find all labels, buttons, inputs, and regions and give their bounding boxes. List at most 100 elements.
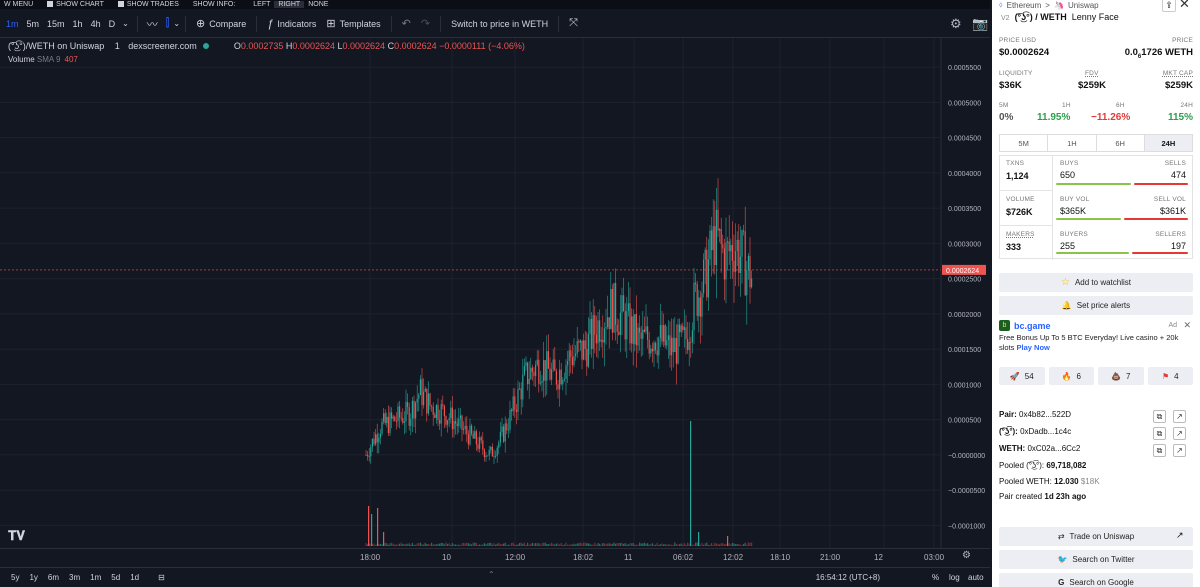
tab-6H[interactable]: 6H bbox=[1097, 135, 1145, 151]
timeframe-15m[interactable]: 15m bbox=[47, 18, 65, 29]
show-info-option[interactable]: NONE bbox=[308, 1, 329, 8]
price-chart[interactable]: 0.0002624 0.00055000.00050000.00045000.0… bbox=[0, 38, 990, 548]
log-toggle[interactable]: log bbox=[949, 573, 960, 582]
show-trades-toggle[interactable]: SHOW TRADES bbox=[117, 1, 179, 8]
range-1d[interactable]: 1d bbox=[130, 573, 140, 582]
top-options-strip: W MENU SHOW CHART SHOW TRADES SHOW INFO:… bbox=[0, 0, 990, 9]
redo-icon[interactable]: ↷ bbox=[420, 18, 431, 30]
current-price-label: 0.0002624 bbox=[946, 268, 979, 275]
timeframe-D[interactable]: D bbox=[108, 18, 116, 29]
share-icon[interactable]: ⇪ bbox=[1162, 0, 1176, 12]
line-chart-icon[interactable]: 〰 bbox=[146, 18, 158, 31]
date-range-icon[interactable]: ⊟ bbox=[158, 573, 165, 582]
chevron-down-icon[interactable]: ⌄ bbox=[122, 19, 129, 28]
switch-price-button[interactable]: Switch to price in WETH bbox=[451, 18, 549, 29]
sellers-label: SELLERS bbox=[1155, 231, 1186, 238]
volume-bar bbox=[458, 544, 460, 546]
trade-on-uniswap-button[interactable]: ⇄ Trade on Uniswap bbox=[999, 527, 1193, 546]
auto-toggle[interactable]: auto bbox=[968, 573, 984, 582]
percent-toggle[interactable]: % bbox=[932, 573, 940, 582]
templates-button[interactable]: ⊞ Templates bbox=[326, 18, 381, 30]
tradingview-logo[interactable]: 𝐓𝐕 bbox=[8, 528, 25, 543]
show-info-option[interactable]: RIGHT bbox=[274, 1, 305, 8]
reaction-button[interactable]: 🔥 6 bbox=[1048, 367, 1094, 385]
external-link-icon[interactable]: ↗ bbox=[1176, 530, 1184, 540]
ad-close-icon[interactable]: ✕ bbox=[1183, 320, 1191, 330]
external-link-icon[interactable]: ↗ bbox=[1173, 444, 1186, 457]
copy-icon[interactable]: ⧉ bbox=[1153, 427, 1166, 440]
range-5d[interactable]: 5d bbox=[111, 573, 121, 582]
show-chart-toggle[interactable]: SHOW CHART bbox=[47, 1, 104, 8]
volume-bar bbox=[715, 543, 717, 546]
volume-bar bbox=[397, 544, 399, 546]
volume-bar bbox=[475, 542, 477, 546]
external-link-icon[interactable]: ↗ bbox=[1173, 427, 1186, 440]
ad-brand[interactable]: bc.game bbox=[1014, 320, 1051, 331]
volume-bar bbox=[735, 544, 737, 546]
breadcrumb-dex[interactable]: Uniswap bbox=[1067, 0, 1099, 10]
weth-address[interactable]: 0xC02a...6Cc2 bbox=[1027, 444, 1081, 453]
token-address[interactable]: 0xDadb...1c4c bbox=[1020, 427, 1072, 436]
candle-body bbox=[536, 359, 538, 365]
timeframe-1h[interactable]: 1h bbox=[72, 18, 83, 29]
search-google-button[interactable]: G Search on Google bbox=[999, 573, 1193, 587]
volume-bar bbox=[474, 542, 476, 546]
candle-body bbox=[674, 338, 676, 353]
range-1m[interactable]: 1m bbox=[90, 573, 102, 582]
ad-cta[interactable]: Play Now bbox=[1016, 343, 1050, 352]
settings-icon[interactable]: ⚙ bbox=[950, 16, 962, 31]
volume-bar bbox=[570, 544, 572, 546]
camera-icon[interactable]: 📷 bbox=[972, 16, 989, 31]
timeframe-1m[interactable]: 1m bbox=[6, 18, 19, 29]
reaction-button[interactable]: 🚀 54 bbox=[999, 367, 1045, 385]
show-info-options: LEFT RIGHT NONE bbox=[249, 1, 332, 8]
reaction-button[interactable]: ⚑ 4 bbox=[1147, 367, 1193, 385]
time-tick-label: 12 bbox=[874, 553, 883, 562]
timeframe-4h[interactable]: 4h bbox=[90, 18, 101, 29]
range-1y[interactable]: 1y bbox=[29, 573, 38, 582]
tab-5M[interactable]: 5M bbox=[1000, 135, 1049, 151]
time-tick-label: 18:10 bbox=[770, 553, 791, 562]
range-6m[interactable]: 6m bbox=[47, 573, 60, 582]
external-link-icon[interactable]: ↗ bbox=[1173, 410, 1186, 423]
reaction-button[interactable]: 💩 7 bbox=[1098, 367, 1144, 385]
copy-icon[interactable]: ⧉ bbox=[1153, 444, 1166, 457]
chevron-down-icon[interactable]: ⌄ bbox=[173, 19, 181, 28]
range-5y[interactable]: 5y bbox=[11, 573, 20, 582]
volume-bar bbox=[581, 543, 583, 546]
volume-bar bbox=[501, 543, 503, 546]
search-twitter-button[interactable]: 🐦 Search on Twitter bbox=[999, 550, 1193, 569]
candle-body bbox=[570, 350, 572, 358]
tab-1H[interactable]: 1H bbox=[1048, 135, 1097, 151]
volume-bar bbox=[624, 543, 626, 546]
timeframe-5m[interactable]: 5m bbox=[26, 18, 40, 29]
range-3m[interactable]: 3m bbox=[69, 573, 81, 582]
indicators-button[interactable]: ƒ Indicators bbox=[267, 17, 317, 30]
candle-body bbox=[703, 259, 705, 294]
show-info-option[interactable]: LEFT bbox=[253, 1, 271, 8]
candle-body bbox=[418, 394, 420, 399]
tab-24H[interactable]: 24H bbox=[1144, 135, 1192, 151]
volume-bar bbox=[381, 544, 383, 546]
candle-body bbox=[440, 404, 442, 424]
breadcrumb-chain[interactable]: Ethereum bbox=[1006, 0, 1042, 10]
volume-bar bbox=[675, 544, 677, 546]
volume-bar bbox=[711, 543, 713, 546]
add-watchlist-button[interactable]: ☆ Add to watchlist bbox=[999, 273, 1193, 292]
ad-box[interactable]: b bc.game Ad ✕ Free Bonus Up To 5 BTC Ev… bbox=[999, 320, 1193, 362]
pair-address[interactable]: 0x4b82...522D bbox=[1019, 410, 1072, 419]
compare-button[interactable]: ⊕ Compare bbox=[196, 18, 247, 30]
collapse-arrow-icon[interactable]: ⌃ bbox=[488, 570, 495, 579]
goto-realtime-icon[interactable]: ⚙ bbox=[962, 550, 971, 561]
volume-bar bbox=[434, 544, 436, 546]
copy-icon[interactable]: ⧉ bbox=[1153, 410, 1166, 423]
menu-toggle[interactable]: W MENU bbox=[4, 1, 34, 8]
time-tick-label: 06:02 bbox=[673, 553, 694, 562]
fullscreen-icon[interactable]: ⤧ bbox=[569, 17, 578, 29]
candles-icon[interactable]: ⫿ bbox=[165, 17, 170, 29]
bell-icon: 🔔 bbox=[1061, 301, 1072, 310]
time-axis: 18:00 10 12:00 18:02 11 06:02 12:02 18:10 21:00 1… bbox=[0, 548, 990, 566]
undo-icon[interactable]: ↶ bbox=[401, 18, 411, 30]
close-icon[interactable]: ✕ bbox=[1179, 0, 1190, 11]
price-alerts-button[interactable]: 🔔 Set price alerts bbox=[999, 296, 1193, 315]
